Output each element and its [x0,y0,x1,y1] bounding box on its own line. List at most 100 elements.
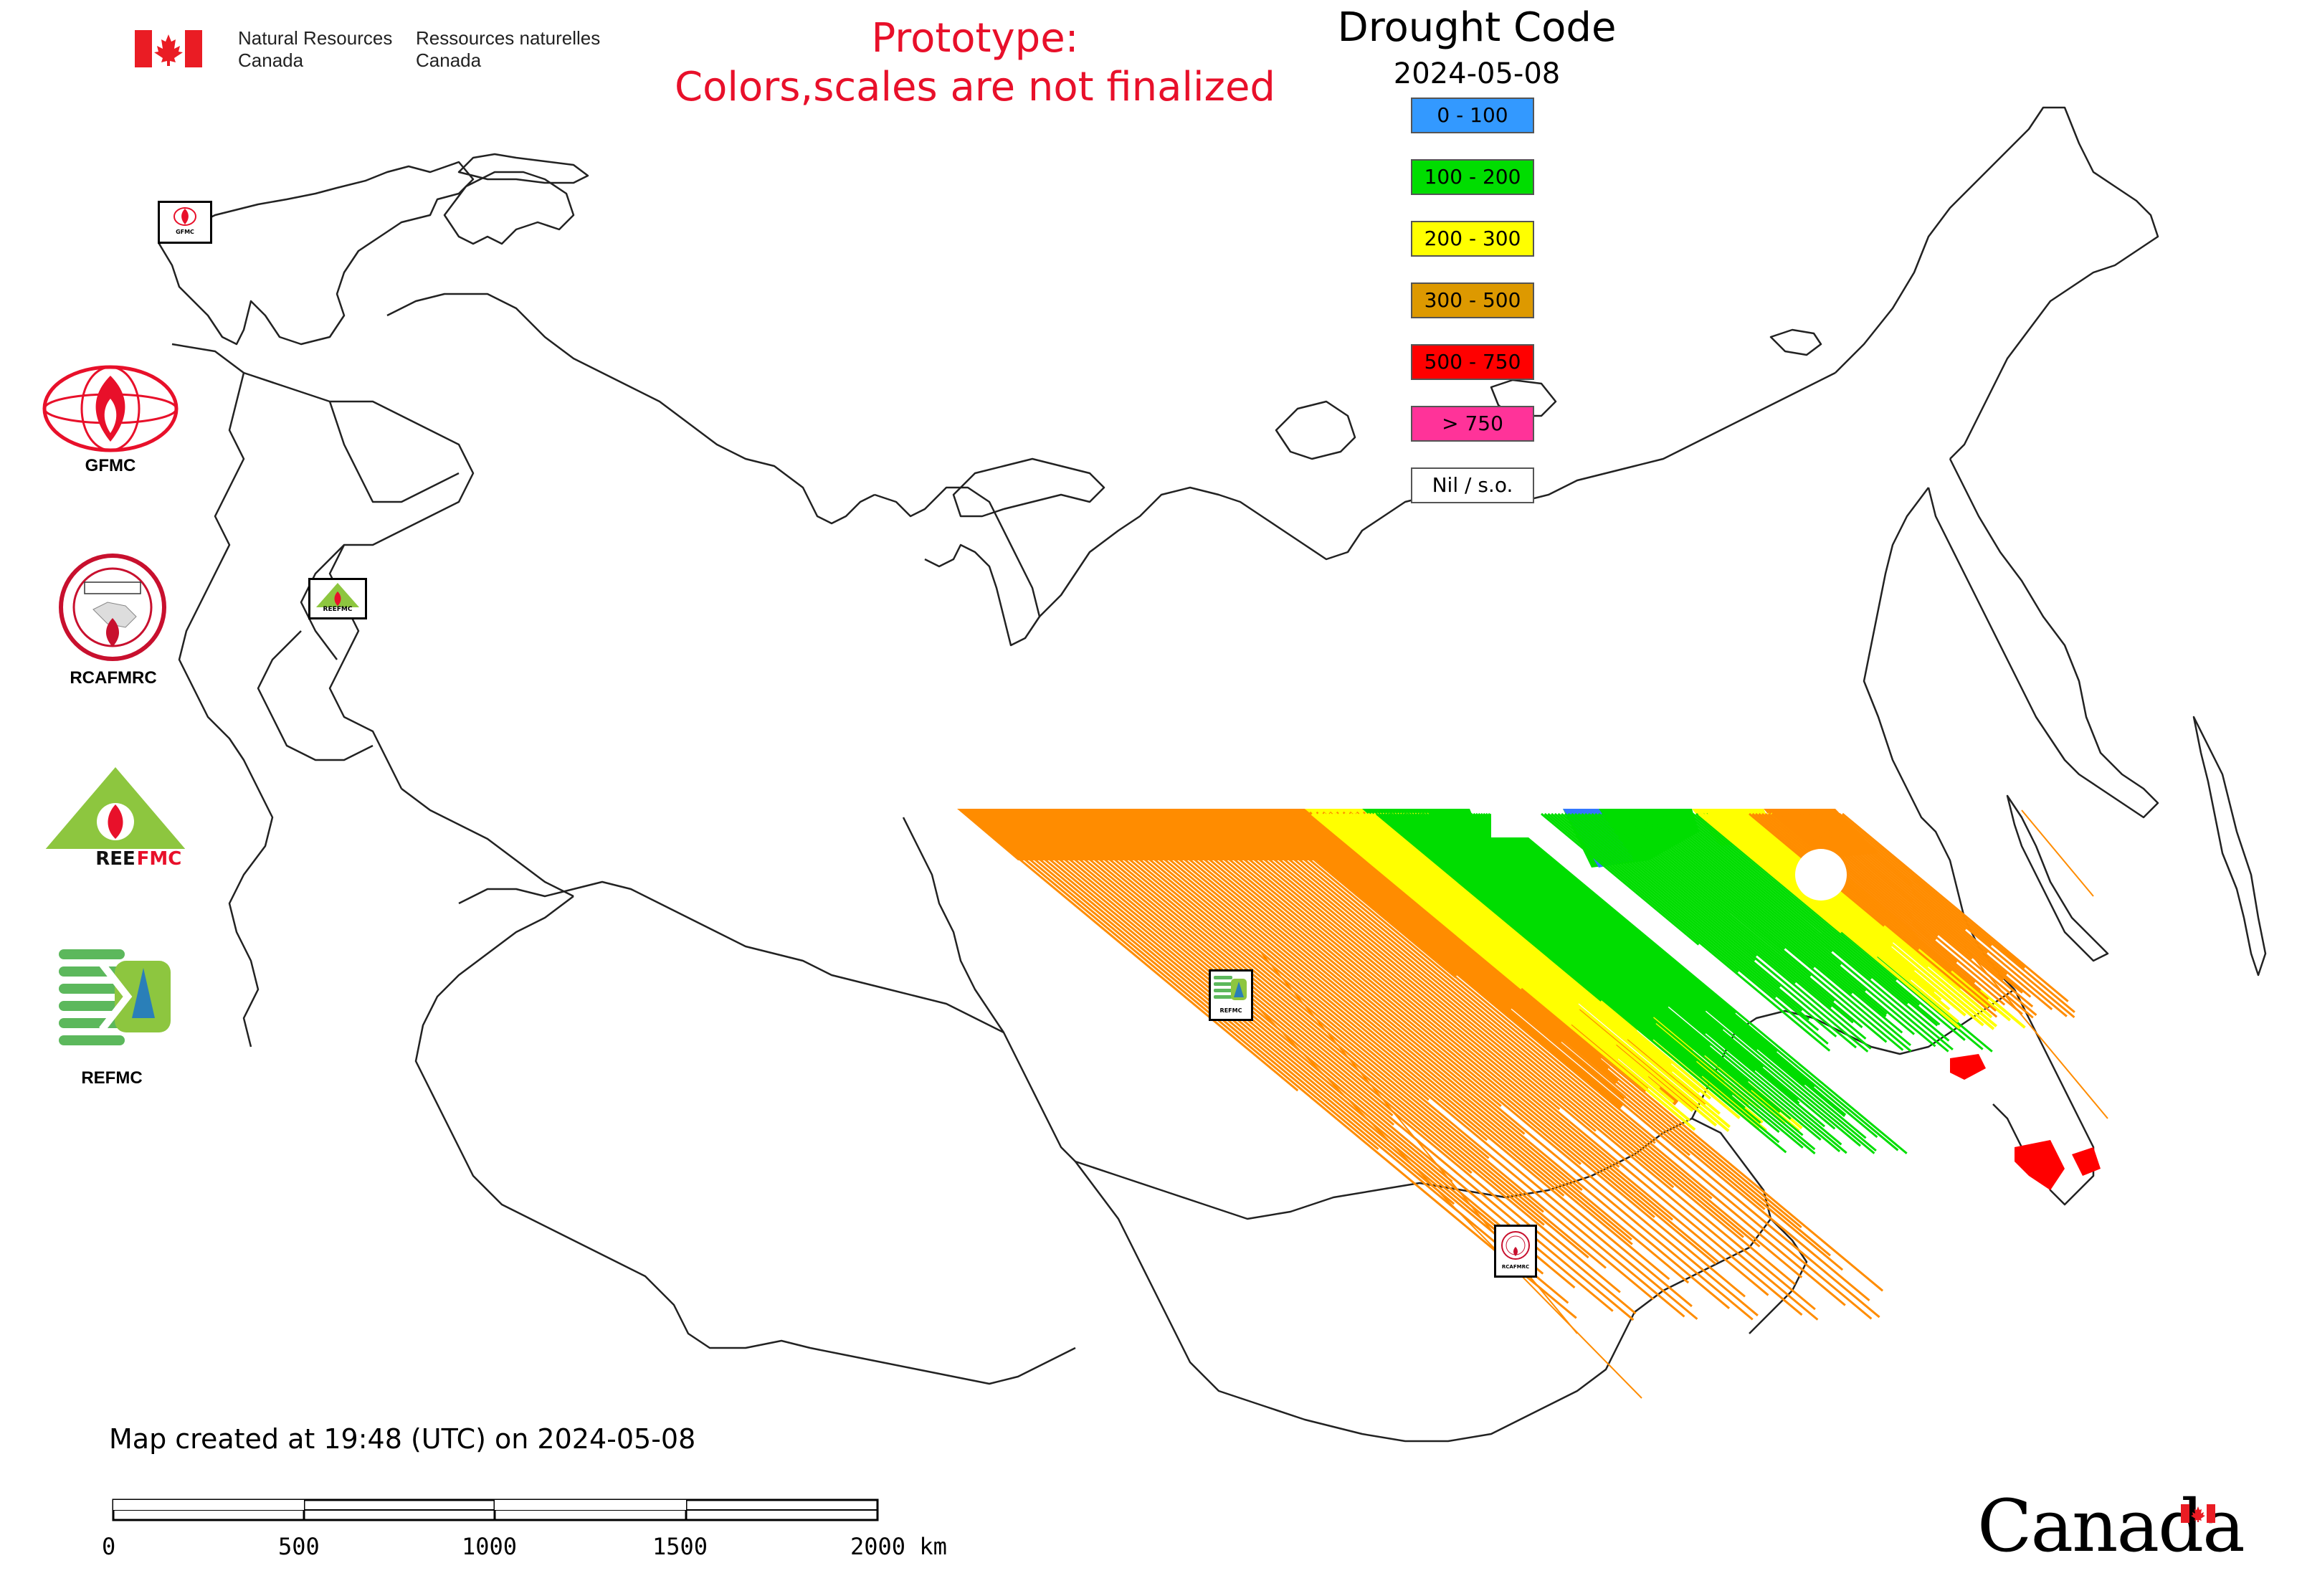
dc-streak-orange-east [1764,812,1989,1000]
dc-streak-green [1403,812,1657,1025]
dc-streak-yellow [1340,812,1718,1127]
dc-streak-orange-east [1832,812,1992,947]
prototype-line1: Prototype: [871,15,1079,62]
dc-streak-green [1395,812,1780,1134]
dc-streak-green [1480,812,1845,1118]
dc-streak-orange [1065,809,1655,1301]
dc-streak-orange-east [1771,812,1976,984]
dc-streak-green [1468,812,1707,1012]
dc-streak-green [1442,812,1842,1146]
dc-streak-green [1440,812,1707,1035]
dc-streak-orange [1099,809,1565,1197]
dc-streak-yellow-east [1704,812,1878,959]
dc-streak-yellow-east [1713,812,1951,1011]
marker-reefmc-label: REEFMC [323,606,353,613]
dc-streak-green-east [1581,812,1869,1053]
border-belarus [300,544,345,660]
department-name-fr: Ressources naturelles Canada [416,27,600,72]
dc-streak-orange-east [1761,812,1953,972]
legend-item-200-300: 200 - 300 [1411,221,1534,257]
dc-streak-green [1420,812,1781,1113]
dc-streak-orange [1129,809,1731,1309]
dc-streak-green [1460,812,1861,1147]
dc-streak-yellow [1361,812,1673,1073]
dc-streak-orange [969,809,1379,1150]
coastline-kola [443,171,575,245]
dc-streak-green [1493,812,1899,1151]
border-europe-west [171,343,274,1048]
scale-tick-2000: 2000 km [850,1533,947,1560]
dc-streak-orange [1249,809,1846,1306]
legend-item-100-200: 100 - 200 [1411,159,1534,195]
marker-reefmc[interactable]: REEFMC [308,578,367,619]
dc-streak-green [1437,812,1847,1154]
dc-streak-orange [1040,809,1621,1293]
dc-streak-green-east [1625,812,1912,1053]
dc-streak-green-east [1628,812,1815,969]
border-mongolia [1074,1117,1772,1443]
dc-streak-green [1415,812,1804,1136]
marker-rcafmrc[interactable]: RCAFMRC [1494,1225,1537,1278]
dc-streak-green [1462,812,1724,1031]
dc-streak-green-east [1672,812,1873,980]
dc-streak-green [1383,812,1780,1144]
dc-streak-green-east [1587,812,1872,1050]
dc-streak-green-east [1635,812,1853,995]
dc-streak-orange [1109,809,1633,1245]
dc-streak-green-east [1618,812,1904,1051]
dc-streak-green-east [1668,812,1954,1051]
dc-streak-orange-east [1838,812,2026,969]
dc-streak-green [1435,812,1670,1008]
dc-streak-orange [1050,809,1589,1259]
border-russia-kazakhstan [458,880,1076,1162]
coastline-kamchatka [1927,458,2159,819]
dc-streak-orange-east [1809,812,2032,998]
dc-streak-yellow [1323,812,1620,1060]
legend-item-0-100: 0 - 100 [1411,98,1534,133]
dc-streak-orange [1234,809,1761,1248]
dc-streak-orange-east [1819,812,1989,954]
dc-streak-green-east [1692,812,1966,1041]
dc-streak-green [1376,812,1602,1002]
dc-streak-green-east [1551,812,1829,1045]
dc-streak-orange-dense [1280,811,1627,1101]
scale-tick-1000: 1000 [462,1533,518,1560]
marker-refmc[interactable]: REFMC [1209,969,1253,1021]
reefmc-logo-icon: REE FMC [42,767,189,870]
dc-thin-streak [2021,809,2094,897]
dc-streak-orange [1204,809,1819,1321]
dc-streak-yellow [1352,812,1731,1129]
dc-streak-orange-dense [1266,811,1624,1110]
dc-streak-green-east [1607,812,1835,1002]
coastline-severnaya-zemlya [1275,400,1356,460]
dc-streak-green-east [1547,812,1739,973]
dc-streak-orange-east [1816,812,2053,1010]
coastline-sakhalin [2006,794,2109,962]
dc-streak-yellow [1369,812,1673,1065]
dc-streak-green [1427,812,1822,1141]
border-caucasus [401,788,574,898]
dc-streak-green [1388,812,1761,1124]
dc-streak-orange-east [1803,812,2004,981]
rcafmrc-logo-icon [59,554,166,661]
dc-streak-orange [1179,809,1673,1221]
marker-refmc-label: REFMC [1219,1007,1242,1014]
dc-streak-green-east [1567,812,1837,1037]
dc-streak-orange-dense [1300,811,1610,1071]
dc-thin-streak [1964,946,2108,1119]
dc-streak-green-east [1541,812,1700,946]
dc-streak-orange-east [1793,812,2037,1016]
dc-streak-orange [1154,809,1582,1165]
coastline-japan [2192,716,2267,977]
marker-refmc-icon [1214,976,1247,1000]
dc-streak-green-east [1631,812,1911,1047]
marker-gfmc[interactable]: GFMC [158,201,212,244]
coastline-far-east [1835,106,2159,460]
dc-streak-orange [1214,809,1816,1311]
dc-streak-orange-east [1822,812,2068,1017]
dc-streak-orange-east [1825,812,1966,931]
dc-streak-orange [1149,809,1759,1316]
dc-streak-orange [989,809,1522,1253]
dc-streak-orange [1194,809,1803,1316]
dc-streak-green [1450,812,1800,1104]
